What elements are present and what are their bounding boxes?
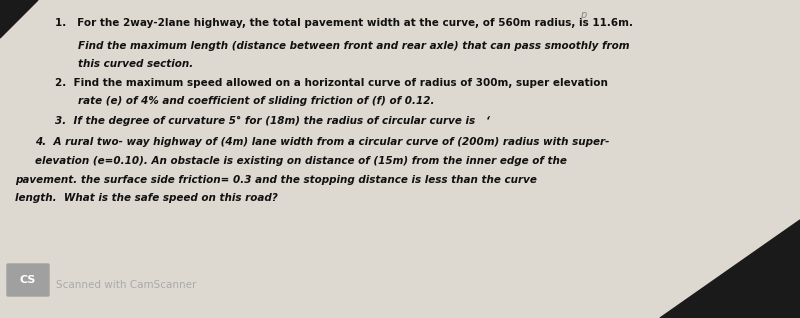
Text: 3.  If the degree of curvature 5° for (18m) the radius of circular curve is   ‘: 3. If the degree of curvature 5° for (18… (55, 116, 490, 126)
FancyBboxPatch shape (7, 264, 49, 296)
Text: p: p (580, 10, 586, 20)
Text: rate (e) of 4% and coefficient of sliding friction of (f) of 0.12.: rate (e) of 4% and coefficient of slidin… (78, 96, 434, 106)
Polygon shape (0, 0, 38, 38)
Polygon shape (660, 220, 800, 318)
Text: Scanned with CamScanner: Scanned with CamScanner (56, 280, 196, 290)
Text: 2.  Find the maximum speed allowed on a horizontal curve of radius of 300m, supe: 2. Find the maximum speed allowed on a h… (55, 78, 608, 88)
Text: 4.  A rural two- way highway of (4m) lane width from a circular curve of (200m) : 4. A rural two- way highway of (4m) lane… (35, 137, 610, 147)
Text: Find the maximum length (distance between front and rear axle) that can pass smo: Find the maximum length (distance betwee… (78, 41, 630, 51)
Text: 1.   For the 2way-2lane highway, the total pavement width at the curve, of 560m : 1. For the 2way-2lane highway, the total… (55, 18, 633, 28)
Text: this curved section.: this curved section. (78, 59, 194, 69)
Text: elevation (e=0.10). An obstacle is existing on distance of (15m) from the inner : elevation (e=0.10). An obstacle is exist… (35, 156, 567, 166)
Text: CS: CS (20, 275, 36, 285)
Text: length.  What is the safe speed on this road?: length. What is the safe speed on this r… (15, 193, 278, 203)
Text: pavement. the surface side friction= 0.3 and the stopping distance is less than : pavement. the surface side friction= 0.3… (15, 175, 537, 185)
